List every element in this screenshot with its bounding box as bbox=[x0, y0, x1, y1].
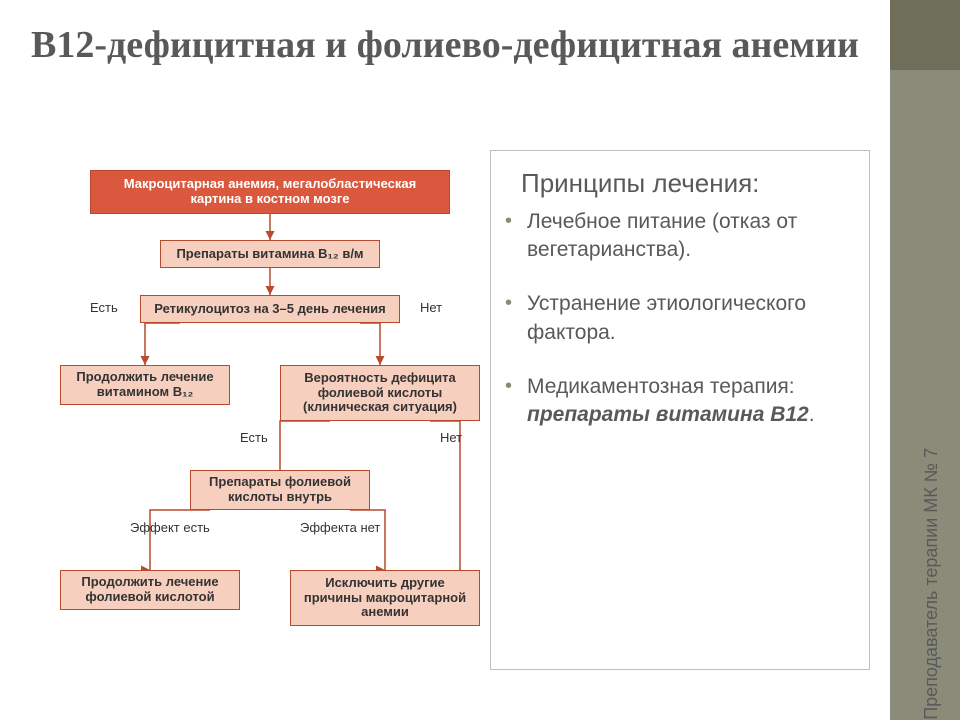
list-item: Медикаментозная терапия: препараты витам… bbox=[521, 373, 847, 430]
principles-list: Лечебное питание (отказ от вегетарианств… bbox=[521, 208, 847, 430]
panel-heading: Принципы лечения: bbox=[521, 169, 847, 198]
side-label: Преподаватель терапии МК № 7 bbox=[922, 460, 942, 720]
edge-label: Нет bbox=[440, 430, 462, 445]
edge-label: Есть bbox=[90, 300, 118, 315]
edge-label: Есть bbox=[240, 430, 268, 445]
edge-label: Нет bbox=[420, 300, 442, 315]
edge-label: Эффекта нет bbox=[300, 520, 380, 535]
slide: В12-дефицитная и фолиево-дефицитная анем… bbox=[0, 0, 960, 720]
flowchart-node: Исключить другие причины макроцитарной а… bbox=[290, 570, 480, 626]
principles-panel: Принципы лечения: Лечебное питание (отка… bbox=[490, 150, 870, 670]
flowchart-node: Макроцитарная анемия, мегалобластическая… bbox=[90, 170, 450, 214]
flowchart-node: Препараты витамина В₁₂ в/м bbox=[160, 240, 380, 268]
flowchart-node: Продолжить лечение витамином В₁₂ bbox=[60, 365, 230, 405]
slide-title: В12-дефицитная и фолиево-дефицитная анем… bbox=[0, 24, 890, 68]
flowchart: Макроцитарная анемия, мегалобластическая… bbox=[60, 170, 480, 680]
list-item: Устранение этиологического фактора. bbox=[521, 290, 847, 347]
list-item: Лечебное питание (отказ от вегетарианств… bbox=[521, 208, 847, 265]
accent-square bbox=[890, 0, 960, 70]
flowchart-node: Вероятность дефицита фолиевой кислоты (к… bbox=[280, 365, 480, 421]
flowchart-node: Продолжить лечение фолиевой кислотой bbox=[60, 570, 240, 610]
flowchart-node: Ретикулоцитоз на 3–5 день лечения bbox=[140, 295, 400, 323]
flowchart-node: Препараты фолиевой кислоты внутрь bbox=[190, 470, 370, 510]
edge-label: Эффект есть bbox=[130, 520, 210, 535]
